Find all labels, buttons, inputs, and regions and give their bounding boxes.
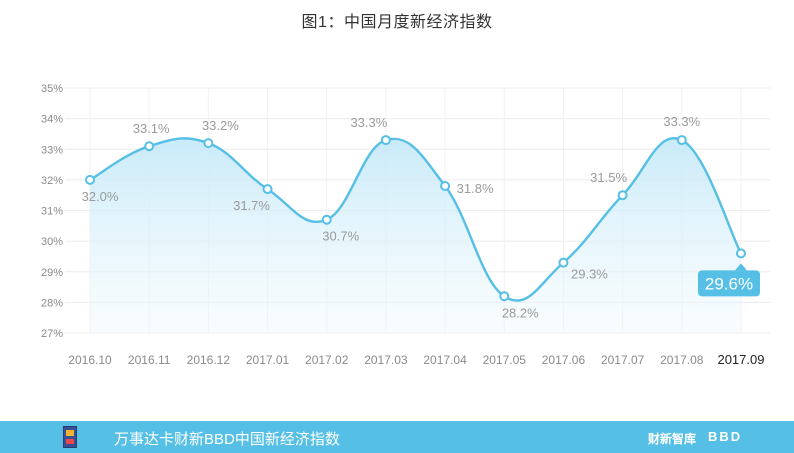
x-tick-label: 2017.08 bbox=[660, 353, 704, 367]
chart-title: 图1：中国月度新经济指数 bbox=[301, 14, 493, 31]
data-label: 30.7% bbox=[322, 229, 359, 244]
x-tick-label: 2017.07 bbox=[601, 353, 645, 367]
chart-plot: 27% 28% 29% 30% 31% 32% 33% 34% 35% 2016.10 2016.1… bbox=[41, 83, 770, 367]
data-label: 33.3% bbox=[350, 115, 387, 130]
highlight-label: 29.6% bbox=[705, 274, 753, 293]
data-label: 31.7% bbox=[233, 198, 270, 213]
highlight-badge bbox=[697, 270, 760, 297]
y-tick-label: 33% bbox=[41, 144, 63, 156]
data-labels: 32.0% 33.1% 33.2% 31.7% 30.7% 33.3% 31.8% 28.2%… bbox=[82, 114, 760, 320]
area-fill bbox=[90, 138, 741, 333]
data-point bbox=[617, 190, 628, 201]
highlight-pointer bbox=[734, 263, 747, 271]
data-label: 28.2% bbox=[502, 305, 539, 320]
axis-labels: 27% 28% 29% 30% 31% 32% 33% 34% 35% 2016.10 2016.1… bbox=[41, 83, 765, 367]
footer-title: 万事达卡财新BBD中国新经济指数 bbox=[114, 431, 340, 448]
y-tick-label: 30% bbox=[41, 236, 63, 248]
data-point bbox=[735, 248, 746, 259]
y-tick-label: 35% bbox=[41, 83, 63, 95]
data-point bbox=[499, 291, 510, 302]
data-point bbox=[144, 141, 155, 152]
data-point bbox=[203, 138, 214, 149]
data-label: 32.0% bbox=[82, 189, 119, 204]
data-label: 29.3% bbox=[571, 267, 608, 282]
y-tick-label: 34% bbox=[41, 114, 63, 126]
y-tick-label: 27% bbox=[41, 328, 63, 340]
x-tick-label: 2017.04 bbox=[423, 353, 467, 367]
data-label: 33.2% bbox=[202, 118, 239, 133]
data-points bbox=[85, 135, 746, 302]
data-point bbox=[262, 184, 273, 195]
card-logo-icon bbox=[63, 426, 77, 448]
data-point bbox=[85, 174, 95, 185]
data-point bbox=[440, 181, 451, 191]
y-tick-label: 31% bbox=[41, 206, 63, 218]
data-label: 31.5% bbox=[590, 170, 627, 185]
data-point bbox=[558, 257, 569, 268]
x-tick-label: 2016.12 bbox=[187, 353, 231, 367]
data-point bbox=[380, 135, 391, 146]
x-tick-label: 2017.01 bbox=[246, 353, 290, 367]
x-tick-label: 2017.09 bbox=[717, 352, 764, 367]
y-tick-label: 28% bbox=[41, 297, 63, 309]
x-tick-label: 2016.10 bbox=[68, 353, 112, 367]
footer-bar: 万事达卡财新BBD中国新经济指数 财新智库 BBD bbox=[0, 421, 794, 453]
data-label: 33.3% bbox=[663, 114, 700, 129]
data-label: 31.8% bbox=[457, 181, 494, 196]
x-tick-label: 2017.06 bbox=[542, 353, 586, 367]
area-fill-path bbox=[90, 138, 741, 333]
x-tick-label: 2017.02 bbox=[305, 353, 349, 367]
data-point bbox=[321, 214, 332, 225]
x-tick-label: 2017.03 bbox=[364, 353, 408, 367]
x-tick-label: 2017.05 bbox=[483, 353, 527, 367]
bbd-brand: BBD bbox=[708, 429, 743, 444]
y-tick-label: 29% bbox=[41, 267, 63, 279]
x-tick-label: 2016.11 bbox=[128, 353, 171, 367]
data-point bbox=[676, 135, 687, 146]
data-label: 33.1% bbox=[133, 121, 170, 136]
caixin-brand: 财新智库 bbox=[648, 432, 697, 446]
y-tick-label: 32% bbox=[41, 175, 63, 187]
